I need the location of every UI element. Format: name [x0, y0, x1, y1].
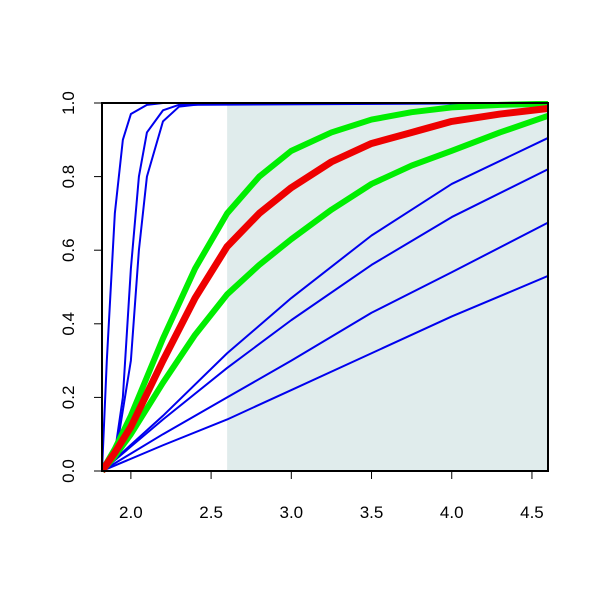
curve: [102, 105, 548, 473]
curve: [102, 101, 548, 473]
x-tick-label: 4.0: [440, 503, 464, 522]
y-tick-label: 1.0: [59, 91, 78, 115]
x-tick-label: 2.0: [119, 503, 143, 522]
y-tick-label: 0.2: [59, 386, 78, 410]
x-tick-label: 4.5: [520, 503, 544, 522]
y-tick-label: 0.0: [59, 459, 78, 483]
x-tick-label: 2.5: [199, 503, 223, 522]
curve: [102, 275, 548, 472]
shaded-region: [227, 103, 548, 471]
curve: [102, 102, 548, 472]
y-tick-label: 0.4: [59, 312, 78, 336]
curve: [102, 221, 548, 472]
curve: [102, 102, 548, 472]
curve: [102, 168, 548, 472]
x-tick-label: 3.0: [279, 503, 303, 522]
curve: [102, 137, 548, 472]
y-tick-label: 0.6: [59, 238, 78, 262]
y-tick-label: 0.8: [59, 165, 78, 189]
curve: [102, 113, 548, 473]
lines: [102, 101, 548, 473]
x-tick-label: 3.5: [360, 503, 384, 522]
